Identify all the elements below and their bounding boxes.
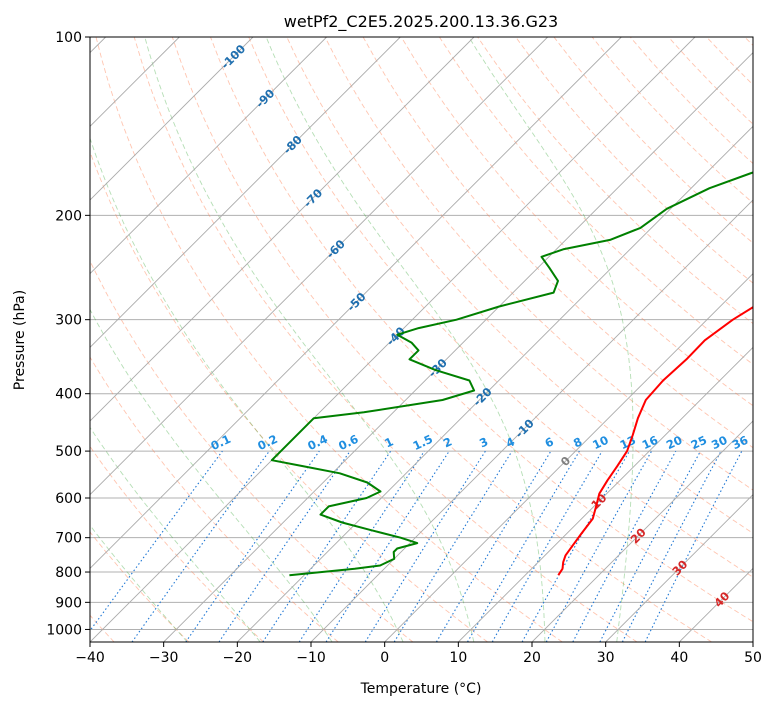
isotherm-line bbox=[531, 420, 753, 642]
moist-adiabat-line bbox=[90, 426, 261, 642]
mixing-ratio-line bbox=[298, 450, 425, 642]
isotherm-line bbox=[90, 37, 548, 496]
moist-adiabat-line bbox=[90, 308, 333, 642]
x-tick-label: −10 bbox=[296, 650, 326, 666]
dry-adiabat-line bbox=[90, 356, 339, 642]
dry-adiabat-line bbox=[400, 37, 753, 407]
moist-adiabat-line bbox=[265, 37, 546, 642]
x-tick-label: 40 bbox=[670, 650, 688, 666]
mixing-ratio-line bbox=[131, 450, 270, 642]
moist-adiabat-line bbox=[90, 136, 404, 642]
y-tick-label: 1000 bbox=[46, 622, 82, 638]
dry-adiabat-line bbox=[133, 37, 638, 642]
mixing-ratio-label: 30 bbox=[709, 433, 729, 452]
isotherm-line bbox=[384, 273, 753, 642]
y-axis-ticks: 100 200 300 400 500 600 700 800 900 1000 bbox=[46, 30, 90, 638]
x-axis-title: Temperature (°C) bbox=[360, 681, 482, 697]
x-tick-label: 30 bbox=[597, 650, 615, 666]
y-tick-label: 400 bbox=[55, 387, 82, 403]
x-tick-label: 20 bbox=[523, 650, 541, 666]
mixing-ratio-lines bbox=[90, 450, 743, 642]
x-tick-label: −20 bbox=[223, 650, 253, 666]
isotherm-line bbox=[90, 37, 622, 569]
dry-adiabat-line bbox=[90, 445, 264, 642]
x-tick-label: −40 bbox=[75, 650, 105, 666]
y-tick-label: 300 bbox=[55, 313, 82, 329]
y-tick-label: 500 bbox=[55, 444, 82, 460]
dry-adiabat-line bbox=[248, 37, 753, 578]
moist-adiabat-line bbox=[144, 37, 475, 642]
mixing-ratio-line bbox=[262, 450, 392, 642]
y-tick-label: 200 bbox=[55, 208, 82, 224]
isotherm-line bbox=[237, 125, 753, 642]
x-tick-label: 50 bbox=[744, 650, 762, 666]
isotherm-line bbox=[90, 37, 401, 348]
dry-adiabat-line bbox=[90, 150, 488, 642]
y-tick-label: 700 bbox=[55, 531, 82, 547]
isotherm-line bbox=[90, 37, 475, 422]
isotherm-line bbox=[163, 52, 753, 642]
mixing-ratio-label: 20 bbox=[664, 433, 684, 452]
mixing-ratio-line bbox=[325, 450, 450, 642]
dewpoint-line bbox=[270, 171, 753, 577]
dry-adiabat-line bbox=[90, 531, 190, 642]
isotherm-line bbox=[458, 346, 753, 642]
mixing-ratio-line bbox=[393, 450, 513, 642]
y-axis-title: Pressure (hPa) bbox=[12, 290, 28, 390]
dry-adiabat-line bbox=[171, 37, 712, 642]
x-tick-label: 0 bbox=[380, 650, 389, 666]
dry-adiabat-line bbox=[210, 37, 753, 623]
y-tick-label: 100 bbox=[55, 30, 82, 46]
isotherm-line bbox=[90, 37, 254, 201]
mixing-ratio-line bbox=[572, 450, 677, 642]
plot-background bbox=[90, 37, 753, 642]
isotherm-line bbox=[90, 37, 696, 642]
isotherm-line bbox=[605, 494, 753, 642]
mixing-ratio-label: 25 bbox=[689, 433, 709, 452]
x-tick-label: 10 bbox=[449, 650, 467, 666]
dry-adiabat-line bbox=[515, 37, 753, 284]
isotherm-line bbox=[90, 37, 327, 275]
plot-frame bbox=[89, 36, 754, 643]
y-tick-label: 900 bbox=[55, 595, 82, 611]
mixing-ratio-line bbox=[644, 450, 743, 642]
temperature-line bbox=[557, 306, 753, 576]
y-tick-label: 600 bbox=[55, 491, 82, 507]
mixing-ratio-label: 10 bbox=[590, 433, 610, 452]
mixing-ratio-line bbox=[545, 450, 653, 642]
sounding-series bbox=[270, 171, 753, 577]
x-axis-ticks: −40 −30 −20 −10 0 10 20 30 40 50 bbox=[75, 642, 762, 666]
mixing-ratio-line bbox=[185, 450, 320, 642]
mixing-ratio-line bbox=[521, 450, 630, 642]
x-tick-label: −30 bbox=[149, 650, 179, 666]
y-tick-label: 800 bbox=[55, 565, 82, 581]
dry-adiabat-line bbox=[95, 37, 563, 642]
dry-adiabat-line bbox=[439, 37, 753, 365]
mixing-ratio-label: 16 bbox=[640, 433, 660, 452]
mixing-ratio-line bbox=[90, 450, 223, 632]
chart-title: wetPf2_C2E5.2025.200.13.36.G23 bbox=[284, 12, 558, 32]
mixing-ratio-label: 36 bbox=[730, 433, 750, 452]
mixing-ratio-line bbox=[218, 450, 351, 642]
dry-adiabat-line bbox=[324, 37, 753, 491]
